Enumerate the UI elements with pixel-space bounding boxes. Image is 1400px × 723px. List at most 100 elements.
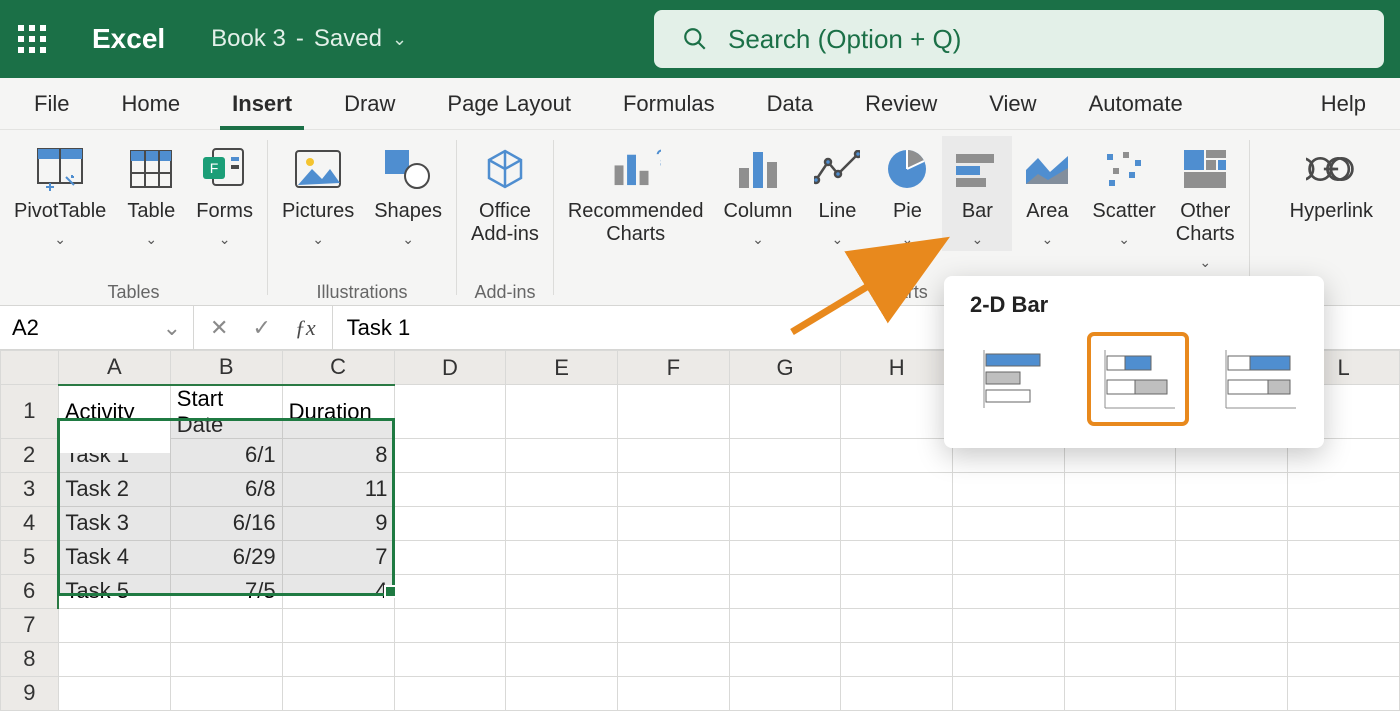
col-header[interactable]: F <box>617 351 729 385</box>
bar-button[interactable]: Bar ⌄ <box>942 136 1012 251</box>
app-launcher-icon[interactable] <box>18 25 46 53</box>
table-row[interactable]: 5 Task 4 6/29 7 <box>1 540 1400 574</box>
scatter-button[interactable]: Scatter ⌄ <box>1082 136 1165 251</box>
table-icon <box>126 146 176 192</box>
bar-option-stacked[interactable] <box>1091 336 1186 422</box>
col-header[interactable]: A <box>58 351 170 385</box>
table-row[interactable]: 9 <box>1 676 1400 710</box>
bar-option-clustered[interactable] <box>970 336 1065 422</box>
tab-help[interactable]: Help <box>1295 78 1392 129</box>
col-header[interactable]: E <box>506 351 618 385</box>
tab-file[interactable]: File <box>8 78 95 129</box>
pie-button[interactable]: Pie ⌄ <box>872 136 942 251</box>
row-header[interactable]: 3 <box>1 472 59 506</box>
shapes-label: Shapes <box>374 200 442 223</box>
pie-label: Pie <box>893 200 922 223</box>
row-header[interactable]: 7 <box>1 608 59 642</box>
pie-icon <box>882 146 932 192</box>
tab-automate[interactable]: Automate <box>1063 78 1209 129</box>
cell[interactable]: Start Date <box>170 385 282 439</box>
cell[interactable]: 6/16 <box>170 506 282 540</box>
cell[interactable]: Task 2 <box>58 472 170 506</box>
cell[interactable]: 6/1 <box>170 438 282 472</box>
col-header[interactable]: H <box>841 351 953 385</box>
table-row[interactable]: 3 Task 2 6/8 11 <box>1 472 1400 506</box>
group-label: Add-ins <box>474 282 535 303</box>
tab-insert[interactable]: Insert <box>206 78 318 129</box>
hyperlink-button[interactable]: Hyperlink <box>1280 136 1383 227</box>
formula-controls: ✕ ✓ ƒx <box>194 306 333 349</box>
group-tables: PivotTable ⌄ Table ⌄ F Forms ⌄ Tables <box>0 130 267 305</box>
cell[interactable]: 8 <box>282 438 394 472</box>
col-header[interactable]: B <box>170 351 282 385</box>
chevron-down-icon: ⌄ <box>1118 231 1130 247</box>
row-header[interactable]: 4 <box>1 506 59 540</box>
chevron-down-icon: ⌄ <box>1199 254 1211 270</box>
name-box[interactable]: A2 ⌄ <box>0 306 194 349</box>
cancel-icon[interactable]: ✕ <box>210 315 228 341</box>
addins-icon <box>480 146 530 192</box>
cell[interactable]: Task 5 <box>58 574 170 608</box>
search-box[interactable]: Search (Option + Q) <box>654 10 1384 68</box>
chevron-down-icon: ⌄ <box>832 231 844 247</box>
col-header[interactable]: G <box>729 351 841 385</box>
column-button[interactable]: Column ⌄ <box>713 136 802 251</box>
tab-review[interactable]: Review <box>839 78 963 129</box>
cell[interactable]: Task 4 <box>58 540 170 574</box>
cell[interactable]: 7/5 <box>170 574 282 608</box>
forms-button[interactable]: F Forms ⌄ <box>186 136 263 251</box>
forms-icon: F <box>200 146 250 192</box>
tab-view[interactable]: View <box>963 78 1062 129</box>
cell[interactable]: 11 <box>282 472 394 506</box>
cell[interactable]: 6/8 <box>170 472 282 506</box>
row-header[interactable]: 1 <box>1 385 59 439</box>
cell[interactable]: Task 1 <box>58 438 170 472</box>
bar-option-stacked100[interactable] <box>1211 336 1306 422</box>
row-header[interactable]: 6 <box>1 574 59 608</box>
tab-home[interactable]: Home <box>95 78 206 129</box>
row-header[interactable]: 5 <box>1 540 59 574</box>
table-label: Table <box>127 200 175 223</box>
cell[interactable]: Duration <box>282 385 394 439</box>
table-row[interactable]: 7 <box>1 608 1400 642</box>
column-label: Column <box>723 200 792 223</box>
scatter-label: Scatter <box>1092 200 1155 223</box>
cell[interactable]: 7 <box>282 540 394 574</box>
row-header[interactable]: 2 <box>1 438 59 472</box>
table-button[interactable]: Table ⌄ <box>116 136 186 251</box>
cell[interactable]: Task 3 <box>58 506 170 540</box>
cell[interactable]: 9 <box>282 506 394 540</box>
cell[interactable]: 6/29 <box>170 540 282 574</box>
accept-icon[interactable]: ✓ <box>252 315 270 341</box>
group-label: Tables <box>107 282 159 303</box>
other-charts-button[interactable]: Other Charts ⌄ <box>1166 136 1245 274</box>
table-row[interactable]: 6 Task 5 7/5 4 <box>1 574 1400 608</box>
table-row[interactable]: 8 <box>1 642 1400 676</box>
tab-data[interactable]: Data <box>741 78 839 129</box>
col-header[interactable]: D <box>394 351 506 385</box>
doc-title[interactable]: Book 3 - Saved ⌄ <box>211 25 407 53</box>
row-header[interactable]: 8 <box>1 642 59 676</box>
search-placeholder: Search (Option + Q) <box>728 24 961 55</box>
area-button[interactable]: Area ⌄ <box>1012 136 1082 251</box>
tab-draw[interactable]: Draw <box>318 78 421 129</box>
line-button[interactable]: Line ⌄ <box>802 136 872 251</box>
svg-text:?: ? <box>655 147 660 170</box>
pictures-button[interactable]: Pictures ⌄ <box>272 136 364 251</box>
cell[interactable]: 4 <box>282 574 394 608</box>
table-row[interactable]: 4 Task 3 6/16 9 <box>1 506 1400 540</box>
cell[interactable]: Activity <box>58 385 170 439</box>
group-addins: Office Add-ins Add-ins <box>457 130 553 305</box>
hyperlink-label: Hyperlink <box>1290 200 1373 223</box>
tab-page-layout[interactable]: Page Layout <box>421 78 597 129</box>
col-header[interactable]: C <box>282 351 394 385</box>
fx-icon[interactable]: ƒx <box>295 315 316 341</box>
tab-formulas[interactable]: Formulas <box>597 78 741 129</box>
shapes-button[interactable]: Shapes ⌄ <box>364 136 452 251</box>
doc-status: Saved <box>314 25 382 53</box>
select-all-corner[interactable] <box>1 351 59 385</box>
recommended-charts-button[interactable]: ? Recommended Charts <box>558 136 714 250</box>
pivottable-button[interactable]: PivotTable ⌄ <box>4 136 116 251</box>
row-header[interactable]: 9 <box>1 676 59 710</box>
office-addins-button[interactable]: Office Add-ins <box>461 136 549 250</box>
